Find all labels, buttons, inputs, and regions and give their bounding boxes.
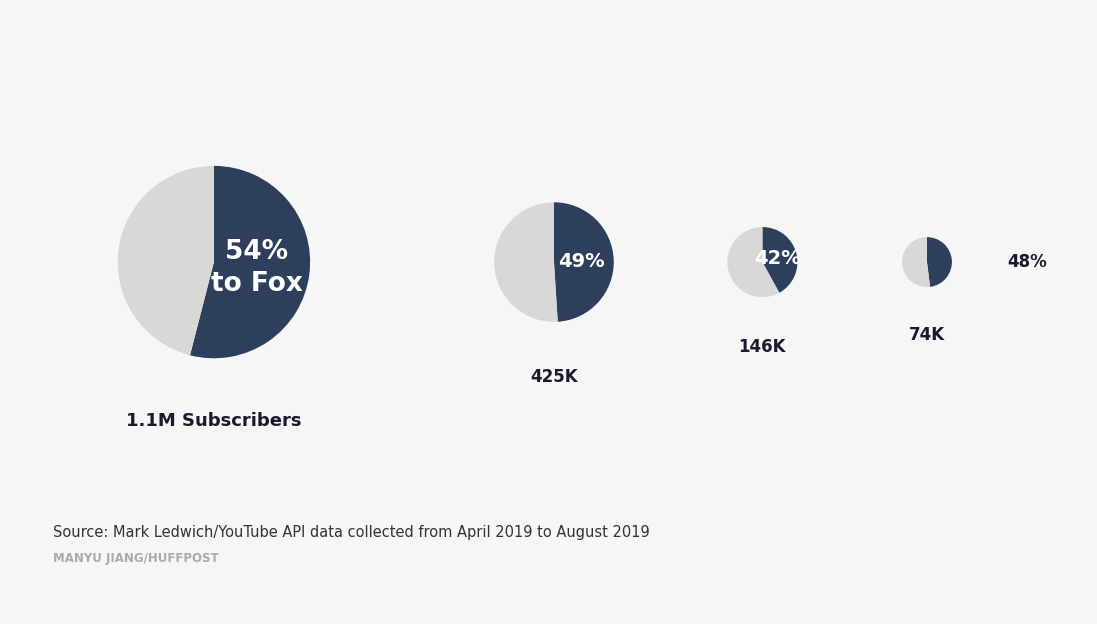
Text: 49%: 49% xyxy=(557,251,604,271)
Wedge shape xyxy=(494,202,557,322)
Wedge shape xyxy=(117,166,214,355)
Text: 48%: 48% xyxy=(1007,253,1047,271)
Wedge shape xyxy=(554,202,614,322)
Text: 146K: 146K xyxy=(738,338,787,356)
Text: 1.1M Subscribers: 1.1M Subscribers xyxy=(126,412,302,430)
Text: 54%
to Fox: 54% to Fox xyxy=(211,238,303,296)
Text: 425K: 425K xyxy=(530,368,578,386)
Wedge shape xyxy=(927,237,952,287)
Wedge shape xyxy=(762,227,798,293)
Text: 74K: 74K xyxy=(909,326,945,344)
Text: MANYU JIANG/HUFFPOST: MANYU JIANG/HUFFPOST xyxy=(53,552,218,565)
Wedge shape xyxy=(727,227,779,297)
Wedge shape xyxy=(902,237,930,287)
Text: 42%: 42% xyxy=(755,248,801,268)
Wedge shape xyxy=(190,166,310,358)
Text: Source: Mark Ledwich/YouTube API data collected from April 2019 to August 2019: Source: Mark Ledwich/YouTube API data co… xyxy=(53,525,649,540)
